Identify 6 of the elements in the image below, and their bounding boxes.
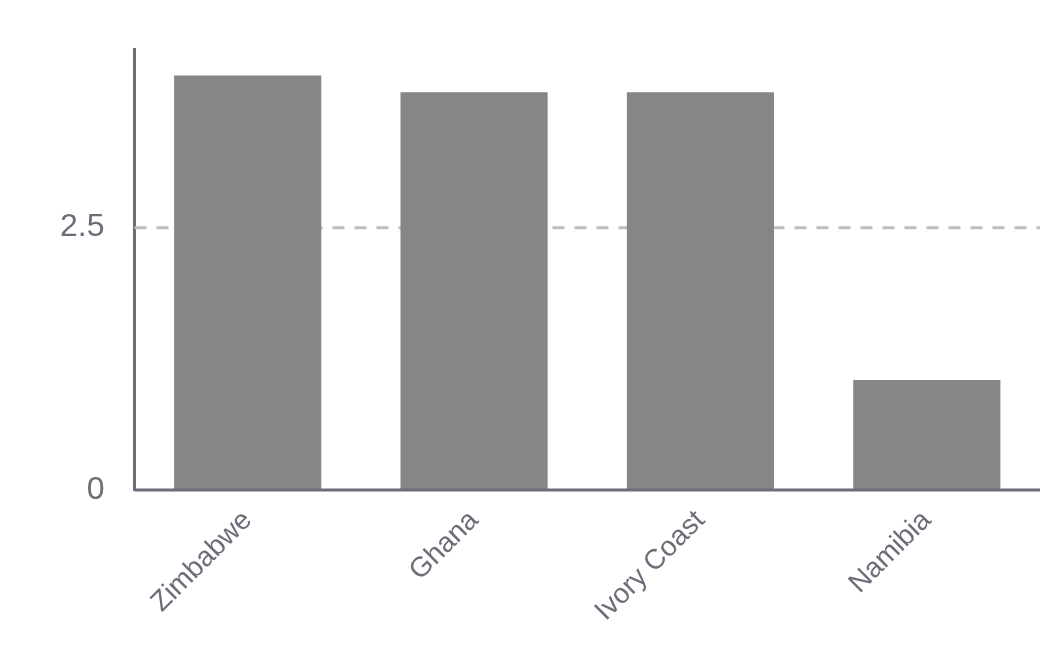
bar (853, 379, 1001, 491)
y-tick-label: 0 (86, 469, 105, 506)
bar (174, 75, 322, 491)
y-tick-label: 2.5 (60, 207, 105, 244)
bar (400, 92, 548, 491)
bar (626, 92, 775, 491)
